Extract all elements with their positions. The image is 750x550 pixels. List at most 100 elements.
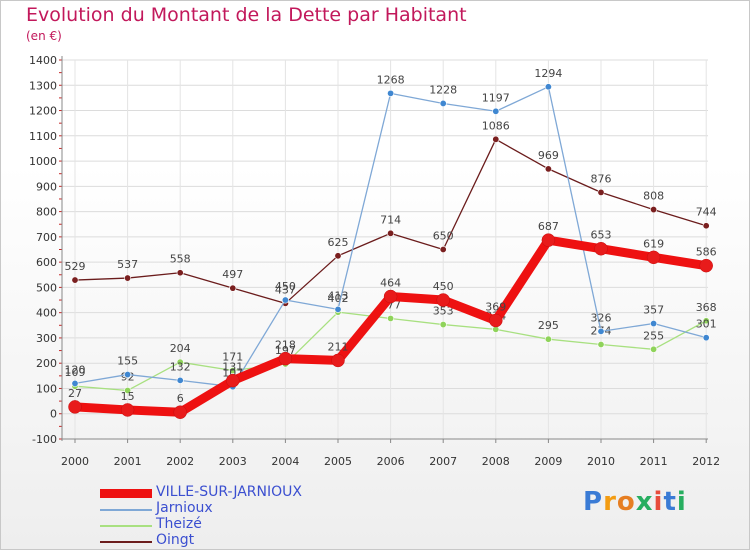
y-tick-label: 700: [36, 231, 57, 244]
y-tick-label: 300: [36, 332, 57, 345]
data-point-oingt: [387, 229, 395, 237]
data-point-ville-sur-jarnioux: [173, 405, 187, 419]
x-tick-label: 2003: [219, 455, 247, 468]
data-label-oingt: 650: [433, 230, 454, 243]
data-label-jarnioux: 1228: [429, 83, 457, 96]
data-label-ville-sur-jarnioux: 15: [121, 390, 135, 403]
data-point-ville-sur-jarnioux: [646, 250, 661, 265]
data-point-theiz-: [439, 321, 447, 329]
data-label-ville-sur-jarnioux: 450: [433, 280, 454, 293]
data-label-ville-sur-jarnioux: 6: [177, 392, 184, 405]
data-label-jarnioux: 120: [65, 363, 86, 376]
logo-letter: i: [653, 487, 664, 517]
data-label-ville-sur-jarnioux: 653: [591, 229, 612, 242]
data-point-ville-sur-jarnioux: [278, 351, 293, 366]
x-tick-label: 2011: [640, 455, 668, 468]
data-point-oingt: [71, 276, 79, 284]
y-tick-label: 200: [36, 357, 57, 370]
y-tick-label: -100: [32, 433, 57, 446]
x-tick-label: 2002: [166, 455, 194, 468]
data-point-oingt: [124, 274, 132, 282]
data-label-ville-sur-jarnioux: 369: [485, 300, 506, 313]
data-point-jarnioux: [71, 379, 79, 387]
data-label-theiz-: 368: [696, 301, 717, 314]
data-label-ville-sur-jarnioux: 619: [643, 237, 664, 250]
data-point-ville-sur-jarnioux: [594, 241, 608, 256]
data-label-oingt: 876: [591, 172, 612, 185]
data-point-theiz-: [597, 341, 605, 349]
y-tick-label: 400: [36, 307, 57, 320]
y-tick-label: 500: [36, 281, 57, 294]
legend-swatch: [100, 541, 152, 543]
data-label-jarnioux: 413: [328, 289, 349, 302]
y-tick-label: 900: [36, 180, 57, 193]
data-point-jarnioux: [124, 371, 132, 379]
data-point-oingt: [702, 222, 710, 230]
data-label-oingt: 744: [696, 206, 717, 219]
chart-subtitle: (en €): [26, 29, 62, 43]
data-point-oingt: [544, 165, 552, 173]
data-label-ville-sur-jarnioux: 131: [222, 361, 243, 374]
x-tick-label: 2004: [271, 455, 299, 468]
data-label-ville-sur-jarnioux: 464: [380, 276, 401, 289]
data-label-oingt: 437: [275, 283, 296, 296]
data-point-theiz-: [387, 314, 395, 322]
data-point-ville-sur-jarnioux: [489, 313, 503, 328]
logo-letter: P: [583, 487, 604, 517]
data-label-oingt: 529: [65, 260, 86, 273]
data-label-theiz-: 353: [433, 305, 454, 318]
legend-item-theiz-: Theizé: [100, 516, 360, 533]
data-label-theiz-: 171: [222, 351, 243, 364]
data-label-jarnioux: 450: [275, 280, 296, 293]
data-label-oingt: 969: [538, 149, 559, 162]
data-point-jarnioux: [702, 334, 710, 342]
data-label-jarnioux: 155: [117, 355, 138, 368]
legend-label: VILLE-SUR-JARNIOUX: [156, 484, 302, 500]
chart-title: Evolution du Montant de la Dette par Hab…: [26, 4, 467, 26]
data-point-jarnioux: [334, 305, 342, 313]
logo-letter: x: [635, 487, 654, 517]
x-tick-label: 2005: [324, 455, 352, 468]
legend-item-oingt: Oingt: [100, 532, 360, 549]
legend-swatch: [100, 489, 152, 498]
data-point-jarnioux: [544, 83, 552, 91]
y-tick-label: 1400: [29, 54, 57, 67]
data-point-ville-sur-jarnioux: [383, 289, 398, 304]
x-tick-label: 2007: [429, 455, 457, 468]
x-tick-label: 2000: [61, 455, 89, 468]
data-label-ville-sur-jarnioux: 586: [696, 246, 717, 259]
data-label-theiz-: 255: [643, 329, 664, 342]
legend-item-jarnioux: Jarnioux: [100, 500, 360, 517]
y-tick-label: 800: [36, 206, 57, 219]
data-point-ville-sur-jarnioux: [699, 258, 713, 273]
data-label-jarnioux: 132: [170, 360, 191, 373]
data-label-jarnioux: 1268: [377, 73, 405, 86]
data-point-oingt: [439, 246, 447, 254]
data-point-theiz-: [229, 367, 237, 375]
data-label-jarnioux: 357: [643, 304, 664, 317]
data-label-oingt: 558: [170, 253, 191, 266]
proxiti-logo: Proxiti: [583, 487, 687, 517]
legend-item-ville-sur-jarnioux: VILLE-SUR-JARNIOUX: [100, 484, 360, 501]
y-tick-label: 1300: [29, 79, 57, 92]
data-label-oingt: 714: [380, 213, 401, 226]
data-point-jarnioux: [439, 99, 447, 107]
data-point-jarnioux: [650, 320, 658, 328]
data-point-theiz-: [702, 317, 710, 325]
y-tick-label: 100: [36, 382, 57, 395]
data-label-ville-sur-jarnioux: 211: [328, 340, 349, 353]
data-point-jarnioux: [281, 296, 289, 304]
data-point-jarnioux: [176, 376, 184, 384]
data-point-ville-sur-jarnioux: [226, 373, 240, 388]
data-point-theiz-: [176, 358, 184, 366]
data-label-jarnioux: 301: [696, 318, 717, 331]
data-point-jarnioux: [387, 89, 395, 97]
data-point-theiz-: [650, 345, 658, 353]
logo-letter: i: [676, 487, 687, 517]
x-tick-label: 2009: [534, 455, 562, 468]
data-label-jarnioux: 326: [591, 311, 612, 324]
legend-swatch: [100, 509, 152, 511]
data-label-oingt: 497: [222, 268, 243, 281]
